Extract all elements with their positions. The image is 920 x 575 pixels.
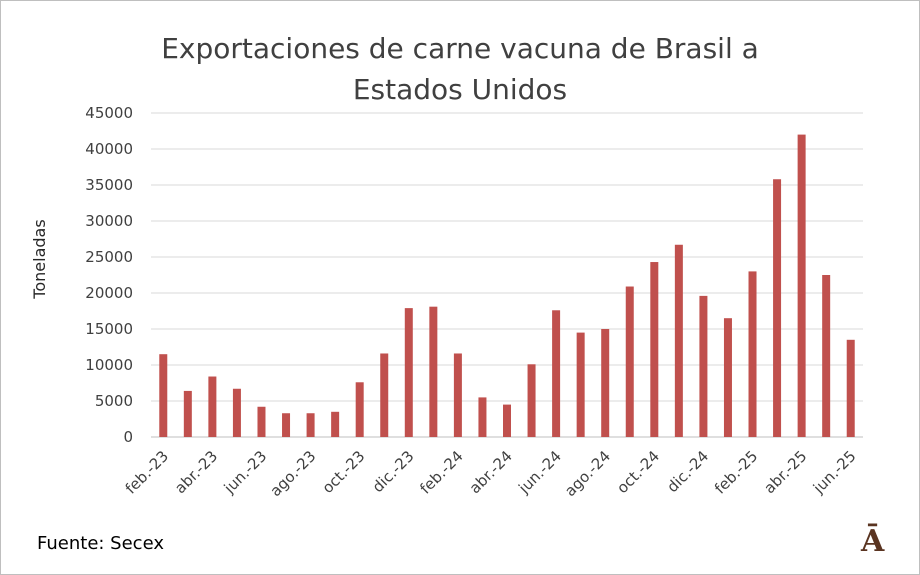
bar-jun.-25 <box>846 339 855 437</box>
bar-mar.-25 <box>773 179 782 438</box>
bar-nov.-24 <box>674 244 683 437</box>
x-tick-label: abr.-24 <box>466 447 516 497</box>
bar-feb.-25 <box>748 271 757 437</box>
source-note: Fuente: Secex <box>37 533 164 554</box>
y-tick-label: 45000 <box>85 104 133 122</box>
y-axis-label: Toneladas <box>30 219 49 299</box>
bar-oct.-24 <box>650 262 659 437</box>
x-tick-label: jun.-23 <box>220 447 271 498</box>
x-tick-label: jun.-25 <box>809 447 860 498</box>
x-tick-label: jun.-24 <box>514 447 565 498</box>
bar-abr.-23 <box>208 376 217 437</box>
x-tick-label: feb.-23 <box>122 447 172 497</box>
x-tick-label: abr.-25 <box>760 447 810 497</box>
y-tick-label: 10000 <box>85 356 133 374</box>
bar-may.-24 <box>527 364 536 437</box>
bar-jun.-24 <box>552 310 561 437</box>
x-tick-label: dic.-24 <box>663 447 712 496</box>
y-tick-label: 0 <box>123 428 133 446</box>
bar-ene.-25 <box>723 318 732 437</box>
y-tick-label: 35000 <box>85 176 133 194</box>
y-tick-label: 40000 <box>85 140 133 158</box>
x-tick-label: oct.-24 <box>613 447 663 497</box>
gridlines <box>151 112 863 438</box>
brand-logo-icon: Ā <box>861 524 885 559</box>
bar-abr.-25 <box>797 134 806 437</box>
x-tick-label: dic.-23 <box>369 447 418 496</box>
bar-ago.-23 <box>306 413 315 437</box>
bar-sep.-24 <box>625 286 634 437</box>
bar-jun.-23 <box>257 406 266 437</box>
bar-jul.-23 <box>282 413 291 437</box>
y-tick-label: 25000 <box>85 248 133 266</box>
x-tick-label: ago.-24 <box>561 447 614 500</box>
x-tick-label: feb.-25 <box>711 447 761 497</box>
y-axis-ticks: 0 5000 10000 15000 20000 25000 30000 35000 40000… <box>85 104 133 446</box>
bar-nov.-23 <box>380 353 389 437</box>
y-tick-label: 30000 <box>85 212 133 230</box>
chart-title-line-1: Exportaciones de carne vacuna de Brasil … <box>161 32 759 65</box>
x-tick-label: oct.-23 <box>319 447 369 497</box>
y-tick-label: 15000 <box>85 320 133 338</box>
x-tick-label: ago.-23 <box>266 447 319 500</box>
bar-ene.-24 <box>429 306 438 437</box>
bar-oct.-23 <box>355 382 364 437</box>
bar-jul.-24 <box>576 332 585 437</box>
bar-dic.-23 <box>404 308 413 437</box>
x-tick-label: abr.-23 <box>171 447 221 497</box>
y-tick-label: 20000 <box>85 284 133 302</box>
chart-title-line-2: Estados Unidos <box>353 73 567 106</box>
bar-ago.-24 <box>601 329 610 437</box>
bar-mar.-23 <box>183 390 192 437</box>
bar-sep.-23 <box>331 411 340 437</box>
bars <box>159 134 855 438</box>
bar-feb.-23 <box>159 354 168 437</box>
bar-may.-25 <box>822 275 831 437</box>
bar-dic.-24 <box>699 295 708 437</box>
bar-feb.-24 <box>453 353 462 437</box>
bar-may.-23 <box>232 388 241 437</box>
y-tick-label: 5000 <box>95 392 133 410</box>
x-tick-label: feb.-24 <box>416 447 466 497</box>
bar-mar.-24 <box>478 397 487 437</box>
bar-abr.-24 <box>503 404 511 437</box>
